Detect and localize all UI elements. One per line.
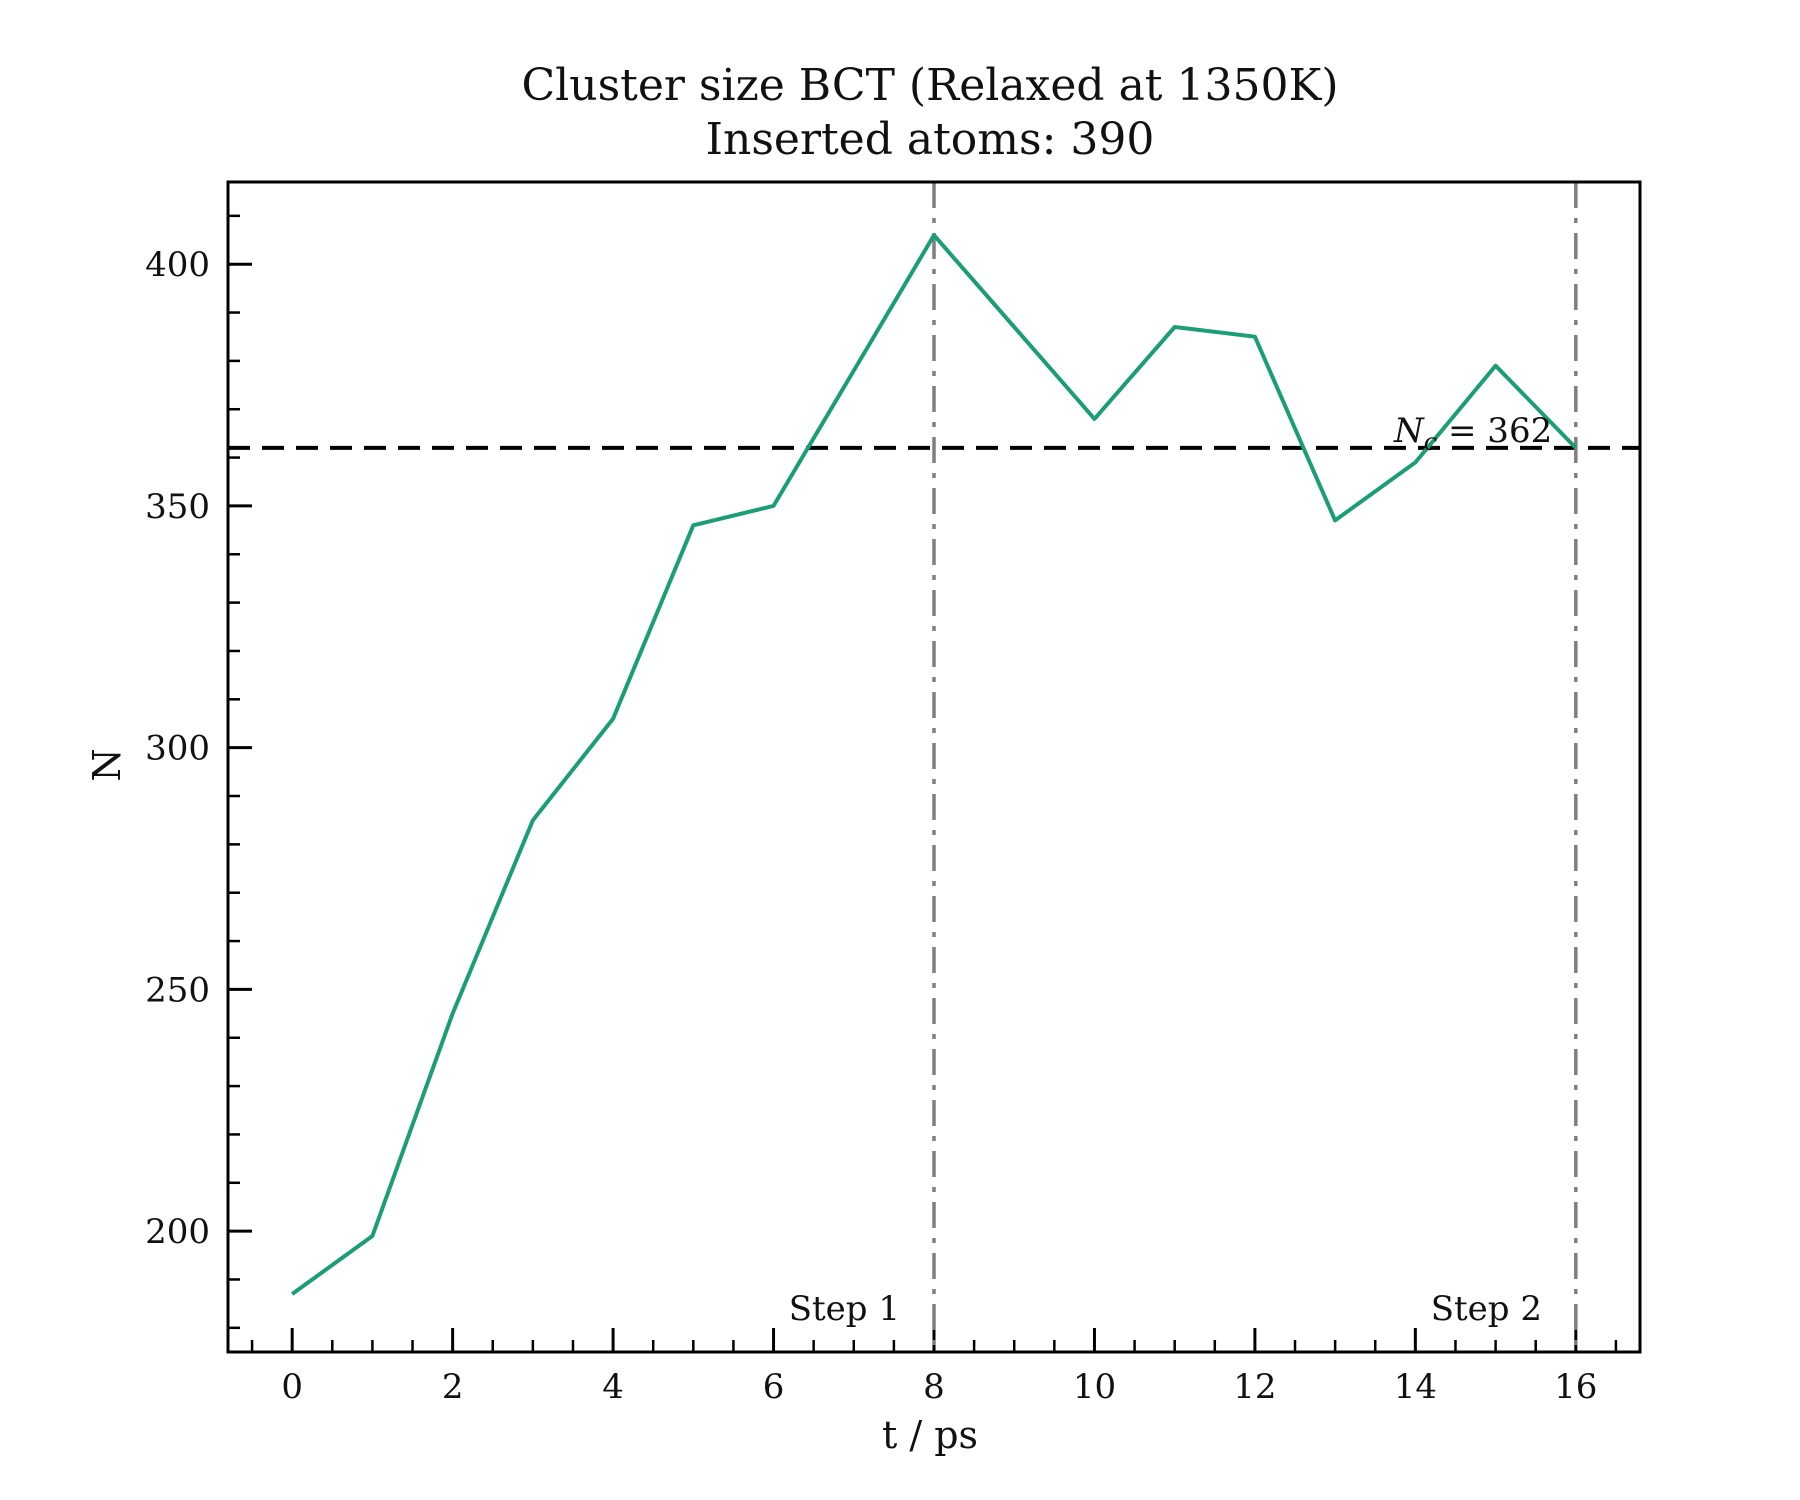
x-tick-label: 8 [923,1367,945,1407]
x-tick-label: 4 [602,1367,624,1407]
y-tick-label: 400 [145,245,210,285]
x-tick-label: 0 [281,1367,303,1407]
reference-lines [228,182,1640,1352]
x-tick-label: 12 [1233,1367,1276,1407]
nc-symbol: N [1393,411,1425,451]
y-tick-label: 250 [145,970,210,1010]
ticks-layer: 0 2 4 6 8 10 12 14 16 200 250 300 350 400 [145,214,1618,1407]
plot-frame [226,180,1642,1354]
y-axis-label: N [85,748,129,781]
series-layer [291,233,1578,1296]
nc-label: Nc = 362 [1393,411,1552,456]
nc-value: = 362 [1437,411,1552,451]
x-axis-label: t / ps [882,1413,978,1457]
nc-subscript: c [1424,428,1437,456]
y-tick-label: 300 [145,729,210,769]
chart-subtitle: Inserted atoms: 390 [706,114,1155,165]
y-tick-label: 350 [145,487,210,527]
step1-label: Step 1 [789,1289,900,1329]
step2-label: Step 2 [1431,1289,1542,1329]
x-tick-label: 2 [442,1367,464,1407]
x-tick-label: 14 [1394,1367,1437,1407]
y-tick-label: 200 [145,1212,210,1252]
x-tick-label: 10 [1073,1367,1116,1407]
chart-title: Cluster size BCT (Relaxed at 1350K) [522,60,1339,111]
x-tick-label: 6 [763,1367,785,1407]
x-tick-label: 16 [1554,1367,1597,1407]
